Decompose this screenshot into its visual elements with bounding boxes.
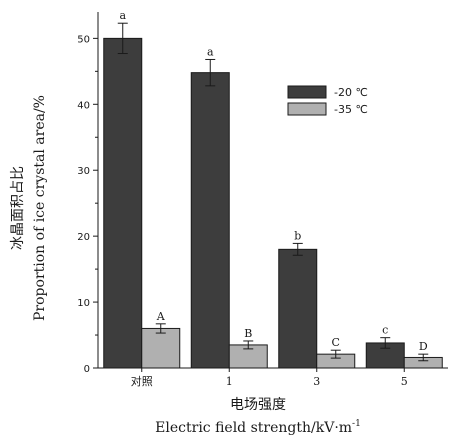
y-axis-title-cn: 冰晶面积占比 — [10, 166, 26, 250]
y-tick-label: 30 — [77, 166, 90, 177]
bar — [278, 248, 318, 369]
y-tick-label: 10 — [77, 298, 90, 309]
significance-label: a — [207, 45, 214, 58]
legend-swatch — [287, 85, 327, 99]
significance-label: c — [382, 324, 388, 337]
y-tick-label: 20 — [77, 232, 90, 243]
bar — [190, 72, 230, 369]
y-axis-title-en: Proportion of ice crystal area/% — [32, 95, 48, 321]
x-tick-label: 5 — [401, 375, 408, 388]
x-axis-title: 电场强度 Electric field strength/kV·m-1 — [155, 397, 361, 436]
x-axis-title-en-sup: -1 — [352, 419, 361, 429]
legend-label: -20 ℃ — [334, 86, 368, 99]
x-axis-title-en-main: Electric field strength/kV·m — [155, 420, 352, 436]
bars: a Aa Bb Cc D — [103, 9, 443, 369]
bar — [141, 327, 181, 369]
x-axis-title-en: Electric field strength/kV·m-1 — [155, 419, 361, 436]
y-axis-title: 冰晶面积占比 Proportion of ice crystal area/% — [10, 95, 48, 321]
y-tick-label: 40 — [77, 100, 90, 111]
x-axis-title-cn: 电场强度 — [230, 397, 286, 413]
legend: -20 ℃ -35 ℃ — [287, 85, 368, 116]
x-tick-label: 对照 — [131, 374, 153, 388]
legend-label: -35 ℃ — [334, 103, 368, 116]
significance-label: A — [156, 310, 166, 323]
x-tick-label: 3 — [313, 375, 320, 388]
significance-label: B — [244, 327, 252, 340]
significance-label: a — [119, 9, 126, 22]
legend-swatch — [287, 102, 327, 116]
significance-label: D — [419, 340, 428, 353]
y-tick-label: 0 — [84, 364, 90, 375]
significance-label: b — [294, 229, 301, 242]
significance-label: C — [332, 336, 340, 349]
bar — [103, 37, 143, 369]
y-tick-label: 50 — [77, 34, 90, 45]
x-tick-label: 1 — [226, 375, 233, 388]
